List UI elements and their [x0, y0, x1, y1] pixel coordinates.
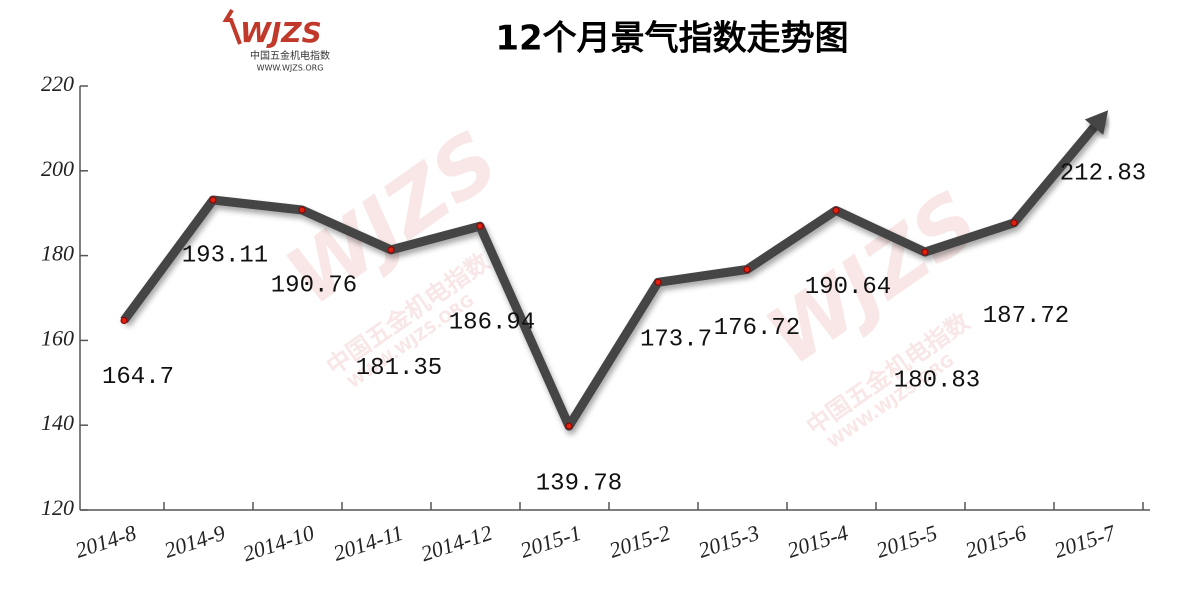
value-label: 164.7	[102, 364, 174, 391]
value-label: 212.83	[1060, 161, 1146, 188]
x-tick-label: 2015-1	[517, 520, 584, 563]
x-tick-label: 2014-9	[161, 520, 228, 563]
logo-name: 中国五金机电指数	[250, 49, 330, 62]
x-tick-label: 2015-2	[606, 520, 673, 563]
arrow-head	[1084, 110, 1109, 135]
series-line	[120, 113, 1107, 431]
logo: WJZS 中国五金机电指数 WWW.WJZS.ORG	[222, 8, 330, 73]
point	[743, 266, 751, 274]
x-tick-label: 2014-8	[72, 520, 139, 563]
value-label: 190.76	[271, 272, 357, 299]
x-tick-label: 2014-11	[330, 520, 406, 566]
x-tick-label: 2015-5	[873, 520, 940, 563]
value-label: 193.11	[182, 242, 268, 269]
point	[832, 206, 840, 214]
y-tick-label: 140	[41, 410, 74, 435]
point	[476, 222, 484, 230]
y-tick-label: 180	[41, 241, 74, 266]
point	[1010, 219, 1018, 227]
x-tick-label: 2015-4	[784, 520, 851, 563]
point	[921, 248, 929, 256]
logo-arrow	[222, 8, 242, 45]
point	[565, 422, 573, 430]
value-label: 190.64	[805, 274, 891, 301]
point	[654, 278, 662, 286]
x-tick-label: 2015-6	[962, 520, 1029, 563]
point	[209, 196, 217, 204]
x-tick-label: 2015-3	[695, 520, 762, 563]
y-tick-label: 200	[41, 156, 74, 181]
chart-title: 12个月景气指数走势图	[495, 19, 848, 59]
logo-url: WWW.WJZS.ORG	[257, 64, 324, 73]
point	[387, 246, 395, 254]
x-tick-label: 2014-10	[240, 520, 317, 566]
value-label: 181.35	[356, 355, 442, 382]
value-label: 186.94	[449, 310, 535, 337]
value-label: 176.72	[714, 315, 800, 342]
y-tick-label: 220	[41, 71, 74, 96]
x-tick-label: 2015-7	[1051, 519, 1119, 562]
x-tick-label: 2014-12	[418, 520, 495, 566]
y-tick-label: 160	[41, 325, 74, 350]
logo-mark: WJZS	[240, 16, 322, 49]
point	[298, 206, 306, 214]
value-label: 187.72	[983, 303, 1069, 330]
y-tick-label: 120	[41, 495, 74, 520]
value-label: 139.78	[536, 470, 622, 497]
value-label: 180.83	[894, 367, 980, 394]
point	[120, 316, 128, 324]
value-label: 173.7	[640, 327, 712, 354]
